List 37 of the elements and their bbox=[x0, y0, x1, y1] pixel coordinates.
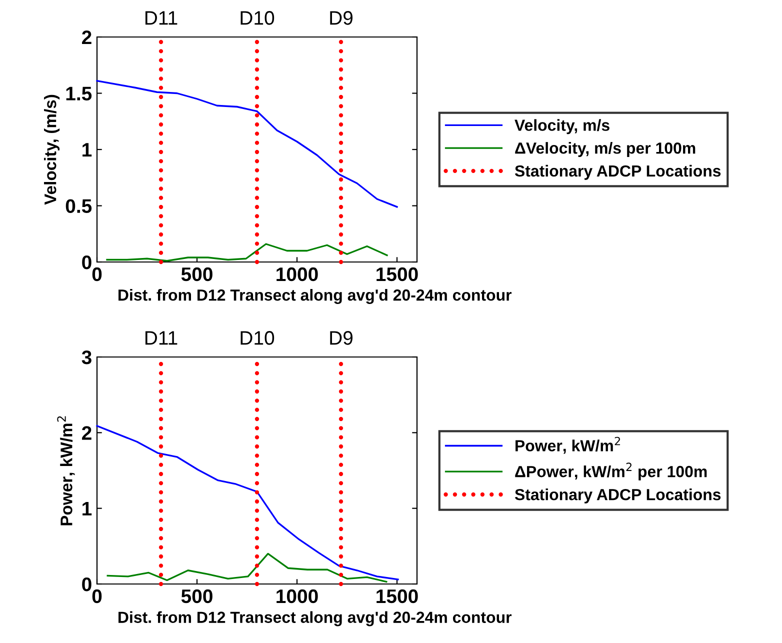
x-axis-title: Dist. from D12 Transect along avg'd 20-24m contour bbox=[118, 289, 512, 304]
x-tick-label: 1500 bbox=[376, 589, 418, 604]
annotation: D11 bbox=[145, 11, 178, 25]
line-series bbox=[96, 80, 398, 208]
annotation: D11 bbox=[145, 331, 178, 345]
annotation: D10 bbox=[240, 11, 274, 25]
y-tick-label: 0 bbox=[82, 255, 92, 270]
annotation: D9 bbox=[330, 331, 353, 345]
annotation: D10 bbox=[240, 331, 274, 345]
annotation: D9 bbox=[330, 11, 353, 25]
x-tick-label: 500 bbox=[181, 267, 212, 282]
y-tick-label: 1 bbox=[82, 143, 92, 157]
x-tick-label: 500 bbox=[181, 589, 212, 604]
legend-label: Power, kW/m$^{2}$ bbox=[516, 436, 620, 454]
y-tick-label: 2 bbox=[82, 30, 92, 44]
y-axis-title: Velocity, (m/s) bbox=[44, 94, 60, 205]
legend-label: Stationary ADCP Locations bbox=[514, 164, 721, 180]
y-tick-label: 2 bbox=[82, 426, 92, 440]
y-tick-label: 0.5 bbox=[66, 199, 92, 213]
y-tick-label: 3 bbox=[82, 350, 92, 364]
line-series bbox=[106, 243, 388, 262]
x-axis-title: Dist. from D12 Transect along avg'd 20-24m contour bbox=[118, 611, 512, 626]
line-series bbox=[106, 552, 388, 583]
x-tick-label: 0 bbox=[92, 267, 102, 282]
y-tick-label: 1 bbox=[82, 502, 92, 516]
legend-label: ΔVelocity, m/s per 100m bbox=[515, 142, 696, 157]
line-series bbox=[96, 425, 399, 580]
x-tick-label: 1000 bbox=[276, 267, 318, 282]
y-tick-label: 0 bbox=[82, 577, 92, 592]
legend-label: Velocity, m/s bbox=[514, 119, 610, 134]
x-tick-label: 1500 bbox=[376, 267, 418, 282]
y-tick-label: 1.5 bbox=[66, 86, 92, 100]
y-axis-title: Power, kW/m$^{2}$ bbox=[57, 416, 75, 526]
legend-label: ΔPower, kW/m$^{2}$ per 100m bbox=[515, 462, 707, 480]
legend-label: Stationary ADCP Locations bbox=[514, 488, 721, 504]
x-tick-label: 0 bbox=[92, 589, 102, 604]
x-tick-label: 1000 bbox=[276, 589, 318, 604]
